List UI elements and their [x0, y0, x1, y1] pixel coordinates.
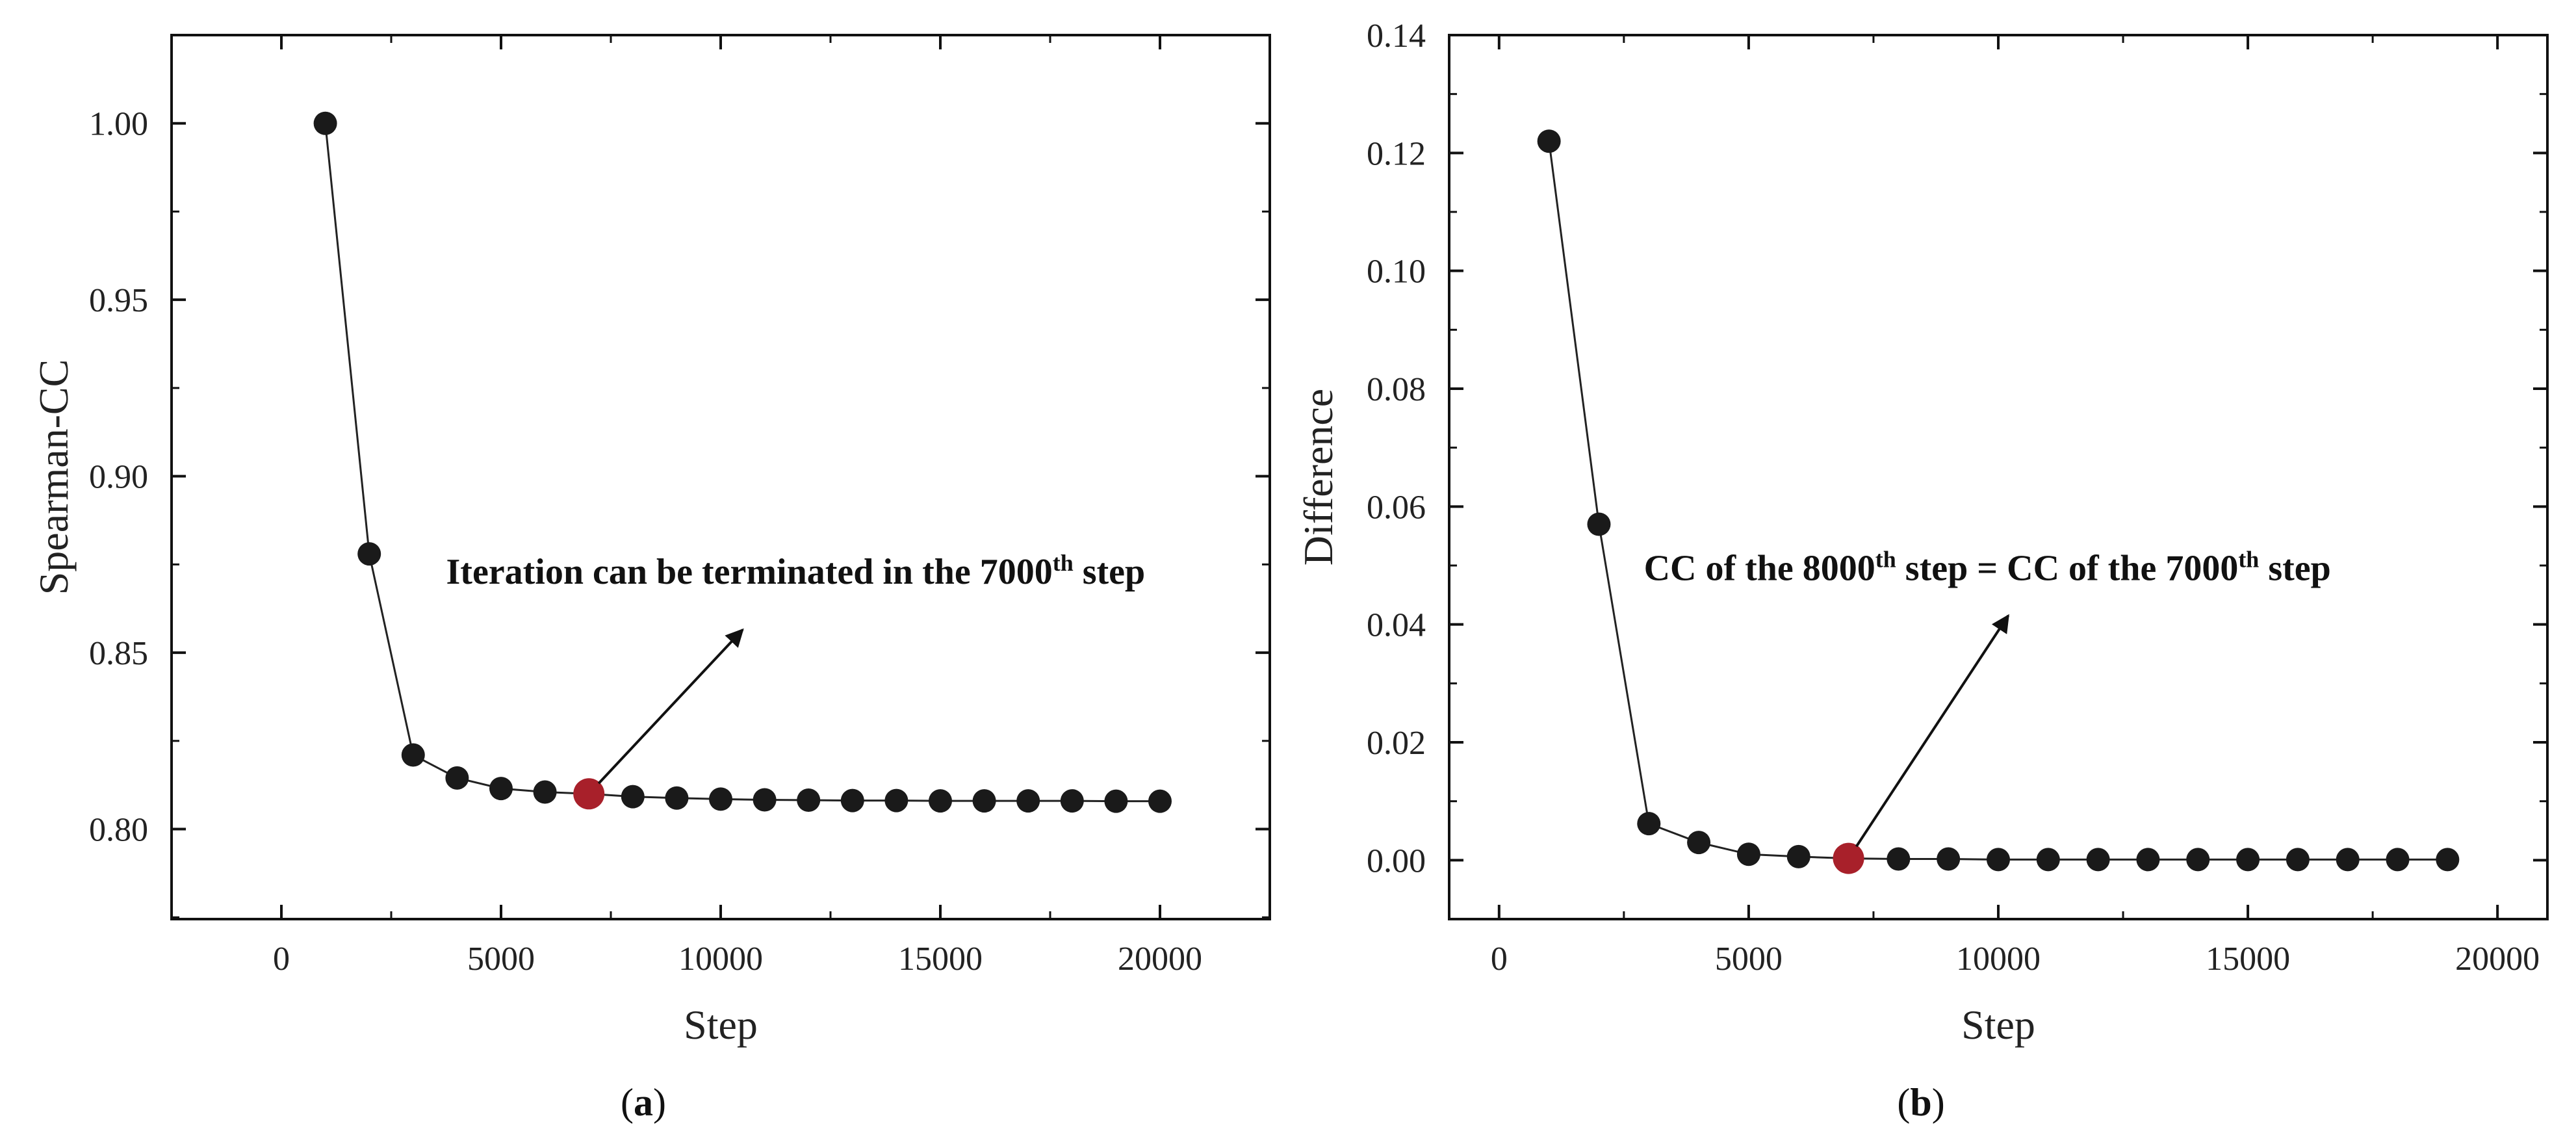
- y-tick-label: 0.14: [1367, 18, 1426, 55]
- data-point: [621, 785, 645, 809]
- annotation-sup: th: [2238, 547, 2259, 573]
- y-axis-title: Difference: [1295, 389, 1341, 566]
- data-point: [1587, 512, 1611, 536]
- annotation-text-part: step: [2259, 549, 2330, 589]
- y-tick-label: 0.02: [1367, 725, 1426, 762]
- caption-letter: a: [634, 1081, 653, 1124]
- x-tick-label: 20000: [2455, 941, 2540, 978]
- x-tick-label: 5000: [1715, 941, 1783, 978]
- panel-caption: (b): [1897, 1081, 1944, 1124]
- series-line: [324, 123, 1160, 803]
- data-point: [2136, 848, 2160, 872]
- data-point: [1736, 842, 1760, 866]
- data-point: [313, 111, 337, 135]
- data-point: [797, 788, 821, 812]
- y-tick-label: 0.06: [1367, 489, 1426, 526]
- annotation-sup: th: [1053, 550, 1074, 576]
- y-tick-label: 0.12: [1367, 135, 1426, 172]
- highlight-point: [1833, 842, 1864, 874]
- panel-caption: (a): [621, 1081, 666, 1124]
- series-line: [1548, 141, 2448, 861]
- data-point: [884, 788, 908, 812]
- data-point: [357, 542, 381, 566]
- data-point: [1687, 831, 1711, 855]
- y-ticks: 0.00 0.02 0.04 0.06 0.08 0.10 0.12 0.14: [1367, 18, 2547, 879]
- x-tick-label: 10000: [1956, 941, 2041, 978]
- data-point: [2186, 848, 2210, 872]
- caption-letter: b: [1910, 1081, 1931, 1124]
- panel-b: 0.00 0.02 0.04 0.06 0.08 0.10 0.12 0.14 0 5000 10…: [1295, 18, 2549, 1124]
- data-point: [1148, 789, 1172, 813]
- data-point: [840, 788, 864, 812]
- data-point: [1016, 789, 1040, 813]
- x-ticks: 0 5000 10000 15000 20000: [273, 35, 1202, 978]
- x-tick-label: 15000: [2206, 941, 2290, 978]
- y-tick-label: 1.00: [89, 106, 148, 143]
- plot-frame: [170, 34, 1271, 920]
- y-axis-title: Spearman-CC: [31, 359, 77, 595]
- data-point: [1060, 789, 1084, 813]
- data-point: [2036, 848, 2060, 872]
- plot-frame: [1448, 34, 2549, 920]
- data-point: [1937, 847, 1961, 871]
- annotation-text: Iteration can be terminated in the 7000t…: [446, 550, 1146, 592]
- annotation-arrow: [597, 628, 744, 785]
- x-tick-label: 0: [273, 941, 290, 978]
- data-point: [533, 780, 557, 804]
- data-point: [2436, 848, 2460, 872]
- data-point: [1786, 844, 1810, 868]
- annotation-text-part: CC of the 8000: [1644, 549, 1875, 589]
- data-point: [1637, 812, 1661, 836]
- series-spearman: [313, 111, 1172, 813]
- x-ticks: 0 5000 10000 15000 20000: [1491, 35, 2540, 978]
- y-tick-label: 0.04: [1367, 607, 1426, 644]
- data-point: [2386, 848, 2410, 872]
- annotation-text-part: step = CC of the 7000: [1896, 549, 2239, 589]
- x-tick-label: 0: [1491, 941, 1508, 978]
- x-tick-label: 15000: [898, 941, 983, 978]
- y-tick-label: 0.00: [1367, 842, 1426, 879]
- x-axis-title: Step: [1961, 1002, 2035, 1048]
- data-point: [401, 743, 425, 767]
- data-point: [2086, 848, 2110, 872]
- annotation: CC of the 8000th step = CC of the 7000th…: [1644, 547, 2331, 848]
- series-difference: [1537, 129, 2460, 874]
- data-point: [1537, 129, 1561, 153]
- highlight-point: [573, 778, 605, 810]
- data-point: [1104, 789, 1128, 813]
- annotation-arrow: [1855, 614, 2010, 848]
- data-point: [972, 789, 996, 813]
- panel-a: 0.80 0.85 0.90 0.95 1.00 0 5000 10000 15000 2000…: [31, 34, 1271, 1124]
- y-tick-label: 0.85: [89, 635, 148, 672]
- y-tick-label: 0.95: [89, 282, 148, 319]
- x-tick-label: 10000: [678, 941, 763, 978]
- annotation-sup: th: [1875, 547, 1896, 573]
- x-tick-label: 20000: [1118, 941, 1202, 978]
- data-point: [665, 786, 689, 810]
- annotation-text-part: Iteration can be terminated in the 7000: [446, 552, 1053, 592]
- data-point: [2286, 848, 2310, 872]
- y-tick-label: 0.10: [1367, 254, 1426, 291]
- annotation-text: CC of the 8000th step = CC of the 7000th…: [1644, 547, 2331, 589]
- data-point: [929, 789, 952, 813]
- y-ticks: 0.80 0.85 0.90 0.95 1.00: [89, 106, 1270, 918]
- y-tick-label: 0.90: [89, 459, 148, 496]
- data-point: [1887, 847, 1911, 871]
- data-point: [753, 788, 777, 812]
- data-point: [709, 787, 732, 811]
- data-point: [445, 766, 469, 790]
- data-point: [2336, 848, 2360, 872]
- annotation: Iteration can be terminated in the 7000t…: [446, 550, 1146, 785]
- data-point: [489, 777, 513, 801]
- data-point: [2236, 848, 2260, 872]
- y-tick-label: 0.80: [89, 812, 148, 849]
- data-point: [1987, 848, 2010, 872]
- x-axis-title: Step: [684, 1002, 758, 1048]
- annotation-text-part: step: [1074, 552, 1145, 592]
- y-tick-label: 0.08: [1367, 371, 1426, 408]
- x-tick-label: 5000: [467, 941, 535, 978]
